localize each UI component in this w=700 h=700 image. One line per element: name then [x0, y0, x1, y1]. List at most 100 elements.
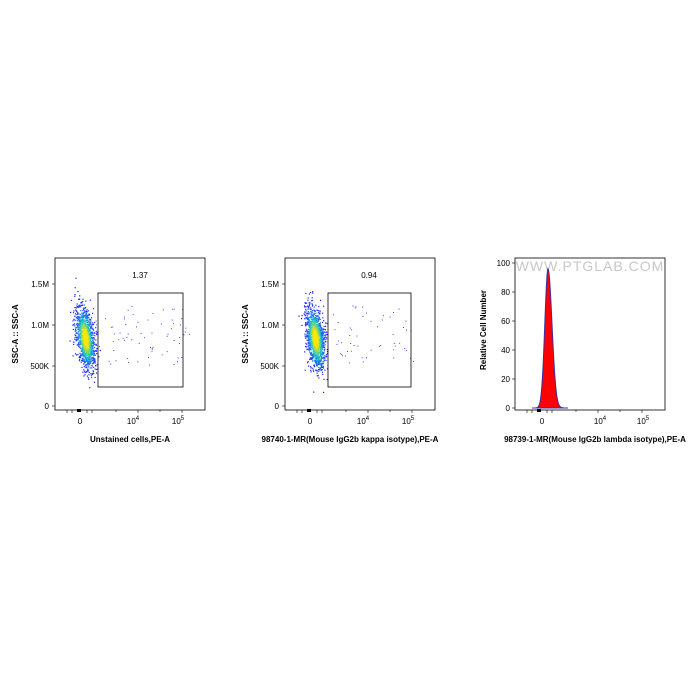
scatter-point [81, 323, 83, 325]
gate-label-1: 1.37 [132, 271, 148, 280]
scatter-point [316, 369, 318, 371]
scatter-point [310, 336, 312, 338]
scatter-point [318, 328, 320, 330]
sparse-event [370, 320, 372, 322]
scatter-point [89, 318, 91, 321]
sparse-event [166, 351, 168, 353]
scatter-point [84, 370, 86, 372]
scatter-point [92, 342, 94, 344]
scatter-point [93, 332, 95, 334]
scatter-point [313, 339, 315, 341]
scatter-point [83, 312, 85, 314]
scatter-point [81, 302, 83, 304]
scatter-point [77, 290, 79, 293]
scatter-point [90, 350, 92, 352]
scatter-point [94, 361, 96, 363]
scatter-point [318, 332, 320, 334]
sparse-event [185, 327, 187, 329]
scatter-point [311, 297, 313, 299]
scatter-point [304, 351, 306, 353]
scatter-point [82, 359, 84, 361]
scatter-point [77, 342, 80, 344]
scatter-point [319, 345, 321, 347]
scatter-point [85, 335, 87, 337]
scatter-point [322, 344, 324, 346]
scatter-point [81, 326, 83, 328]
scatter-point [305, 316, 307, 318]
scatter-point [87, 330, 89, 332]
scatter-point [317, 359, 320, 361]
scatter-point [90, 344, 92, 346]
scatter-point [304, 306, 306, 308]
sparse-event [332, 314, 334, 316]
scatter-point [82, 332, 84, 335]
scatter-point [304, 369, 306, 371]
scatter-point [307, 362, 309, 364]
scatter-point [90, 374, 92, 376]
scatter-point [314, 321, 316, 323]
scatter-point [311, 340, 313, 342]
scatter-point [90, 317, 93, 319]
x-tick-label-1e4: 104 [127, 416, 140, 426]
scatter-point [79, 325, 81, 327]
scatter-point [94, 362, 96, 364]
scatter-point [312, 329, 314, 331]
scatter-point [317, 337, 319, 339]
y-axis-label-2: SSC-A :: SSC-A [241, 304, 250, 363]
scatter-point [89, 337, 91, 339]
y-tick-label: 1.5M [31, 280, 49, 289]
scatter-point [313, 346, 315, 348]
scatter-point [312, 331, 315, 333]
scatter-point [317, 334, 319, 336]
scatter-point [81, 304, 83, 306]
scatter-point [316, 346, 318, 348]
scatter-point [80, 310, 82, 312]
scatter-point [84, 336, 86, 338]
scatter-point [86, 323, 88, 325]
scatter-point [321, 351, 323, 353]
scatter-point [310, 369, 312, 371]
sparse-event [124, 316, 125, 318]
sparse-event [184, 331, 186, 333]
scatter-point [309, 352, 312, 354]
scatter-point [82, 322, 84, 324]
scatter-point [86, 341, 88, 343]
scatter-point [73, 323, 76, 325]
scatter-point [314, 350, 316, 352]
scatter-point [73, 318, 75, 320]
scatter-point [317, 363, 319, 365]
scatter-point [311, 305, 313, 307]
scatter-point [83, 348, 85, 350]
scatter-point [320, 339, 322, 341]
scatter-point [315, 321, 317, 323]
scatter-point [311, 354, 313, 357]
sparse-event [131, 306, 133, 307]
scatter-point [79, 342, 82, 344]
scatter-point [93, 355, 95, 357]
scatter-point [87, 338, 89, 340]
scatter-point [317, 309, 319, 312]
scatter-point [76, 344, 78, 346]
scatter-point [325, 325, 327, 327]
scatter-point [313, 352, 315, 354]
scatter-point [315, 322, 317, 324]
scatter-point [84, 360, 86, 363]
gate-rect-1[interactable] [97, 292, 184, 388]
sparse-event [138, 343, 140, 344]
scatter-point [79, 355, 81, 357]
scatter-point [308, 320, 310, 322]
scatter-point [317, 359, 319, 362]
scatter-point [88, 364, 90, 366]
y-tick-label: 40 [501, 346, 510, 355]
scatter-point [319, 350, 321, 352]
sparse-event [167, 333, 169, 335]
scatter-point [316, 375, 318, 377]
gate-rect-2[interactable] [327, 292, 412, 388]
sparse-event [337, 340, 339, 342]
scatter-point [92, 361, 94, 363]
scatter-point [82, 318, 84, 320]
scatter-point [85, 337, 87, 339]
sparse-event [339, 353, 341, 355]
scatter-point [311, 357, 313, 359]
scatter-point [310, 367, 312, 369]
